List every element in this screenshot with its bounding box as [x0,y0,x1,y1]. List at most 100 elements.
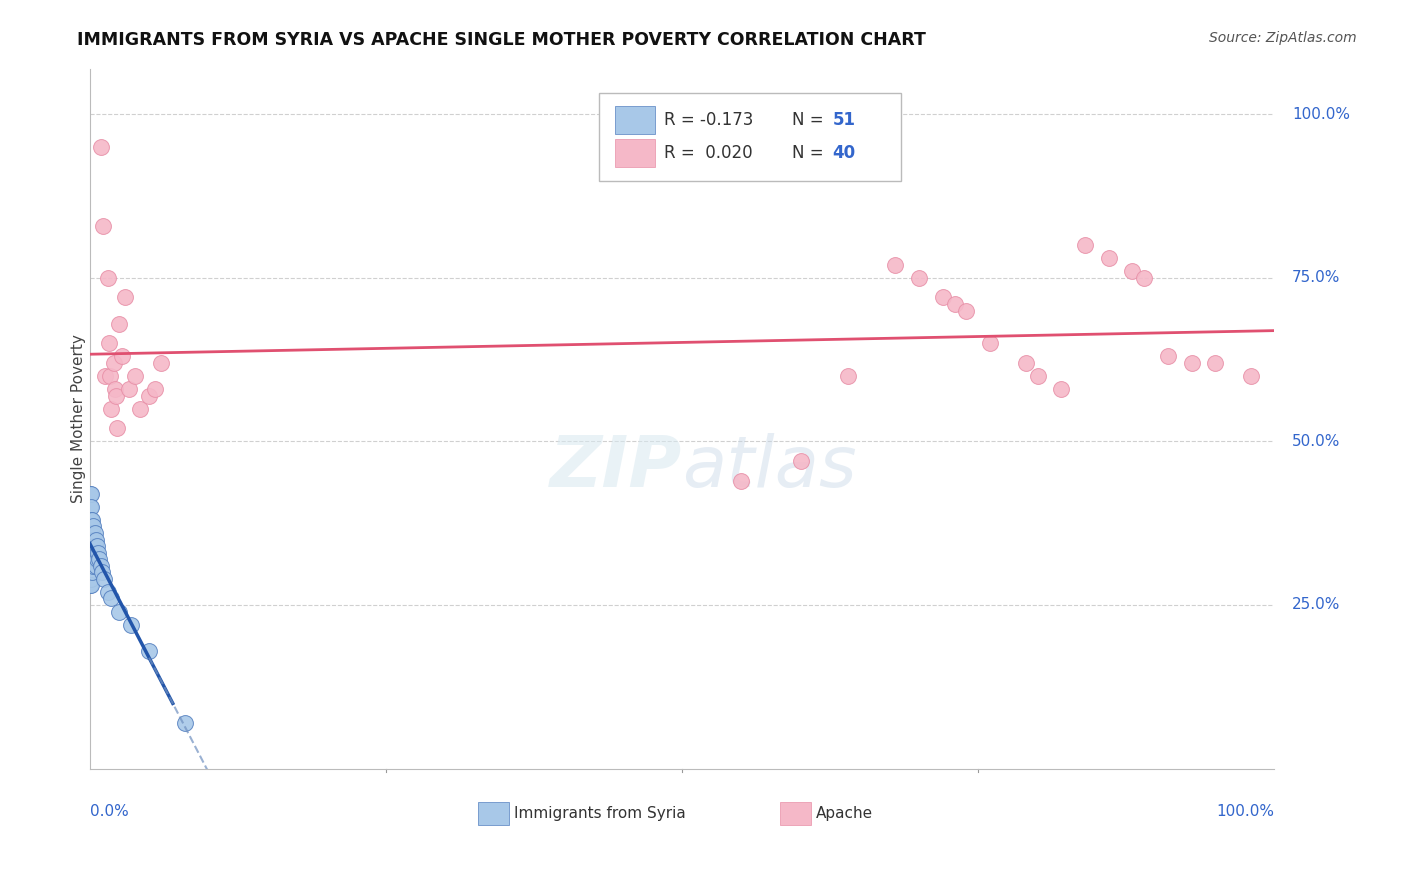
Point [143,382,166,396]
Point [1157,350,1180,364]
Point [1240,369,1263,384]
Point [82,526,104,541]
Point [97,336,120,351]
Point [83,526,105,541]
Point [789,454,811,468]
Point [82,519,104,533]
Point [79,526,101,541]
Point [79,487,101,501]
Point [100,401,122,416]
Text: 25.0%: 25.0% [1292,598,1340,613]
Point [100,591,122,606]
Text: 75.0%: 75.0% [1292,270,1340,285]
Point [82,552,104,566]
Point [79,552,101,566]
Point [98,369,121,384]
Point [79,500,101,514]
Text: IMMIGRANTS FROM SYRIA VS APACHE SINGLE MOTHER POVERTY CORRELATION CHART: IMMIGRANTS FROM SYRIA VS APACHE SINGLE M… [77,31,927,49]
Point [118,382,141,396]
Point [103,356,125,370]
Text: R =  0.020: R = 0.020 [665,144,754,161]
Point [79,578,101,592]
Point [82,533,104,547]
Point [80,526,103,541]
Point [83,539,105,553]
Y-axis label: Single Mother Poverty: Single Mother Poverty [72,334,86,503]
Point [1204,356,1226,370]
Point [90,566,112,580]
Point [86,539,108,553]
Point [82,533,104,547]
Text: N =: N = [793,144,830,161]
Point [89,140,111,154]
Point [84,546,107,560]
Point [730,474,752,488]
Point [82,546,104,560]
Point [86,552,108,566]
Text: 40: 40 [832,144,856,161]
Point [97,585,120,599]
FancyBboxPatch shape [614,138,655,167]
Point [83,552,105,566]
Point [1050,382,1073,396]
Point [82,558,104,573]
Point [80,513,103,527]
Text: Source: ZipAtlas.com: Source: ZipAtlas.com [1209,31,1357,45]
Point [943,297,966,311]
Point [79,572,101,586]
Point [932,291,955,305]
Text: 100.0%: 100.0% [1216,804,1274,819]
Point [80,578,103,592]
Point [79,533,101,547]
Point [89,552,111,566]
Point [82,546,104,560]
Text: Immigrants from Syria: Immigrants from Syria [515,805,686,821]
Text: 50.0%: 50.0% [1292,434,1340,449]
Point [128,401,150,416]
Point [80,500,103,514]
Point [1015,356,1038,370]
Point [79,513,101,527]
Point [173,715,195,730]
Point [111,350,134,364]
Text: 51: 51 [832,112,856,129]
Text: R = -0.173: R = -0.173 [665,112,754,129]
Text: 0.0%: 0.0% [90,804,128,819]
Point [80,533,103,547]
Point [1121,264,1143,278]
Text: ZIP: ZIP [550,433,682,502]
Point [124,369,146,384]
Point [79,566,101,580]
Text: 100.0%: 100.0% [1292,107,1350,122]
Point [84,533,107,547]
Point [120,617,142,632]
Point [80,552,103,566]
Point [105,421,128,435]
FancyBboxPatch shape [780,802,811,824]
Point [138,644,160,658]
FancyBboxPatch shape [478,802,509,824]
Text: N =: N = [793,112,830,129]
Point [80,546,103,560]
Point [89,558,111,573]
Point [82,513,104,527]
Point [104,382,127,396]
FancyBboxPatch shape [614,106,655,135]
Point [884,258,907,272]
Point [80,487,103,501]
Text: atlas: atlas [682,433,856,502]
Point [1180,356,1202,370]
Point [1133,271,1156,285]
Point [93,572,115,586]
Point [1097,252,1119,266]
Point [138,389,160,403]
Point [79,546,101,560]
Point [84,558,107,573]
Point [80,566,103,580]
Point [97,271,120,285]
Point [79,558,101,573]
Point [979,336,1001,351]
Point [80,558,103,573]
Text: Apache: Apache [815,805,873,821]
Point [114,291,136,305]
